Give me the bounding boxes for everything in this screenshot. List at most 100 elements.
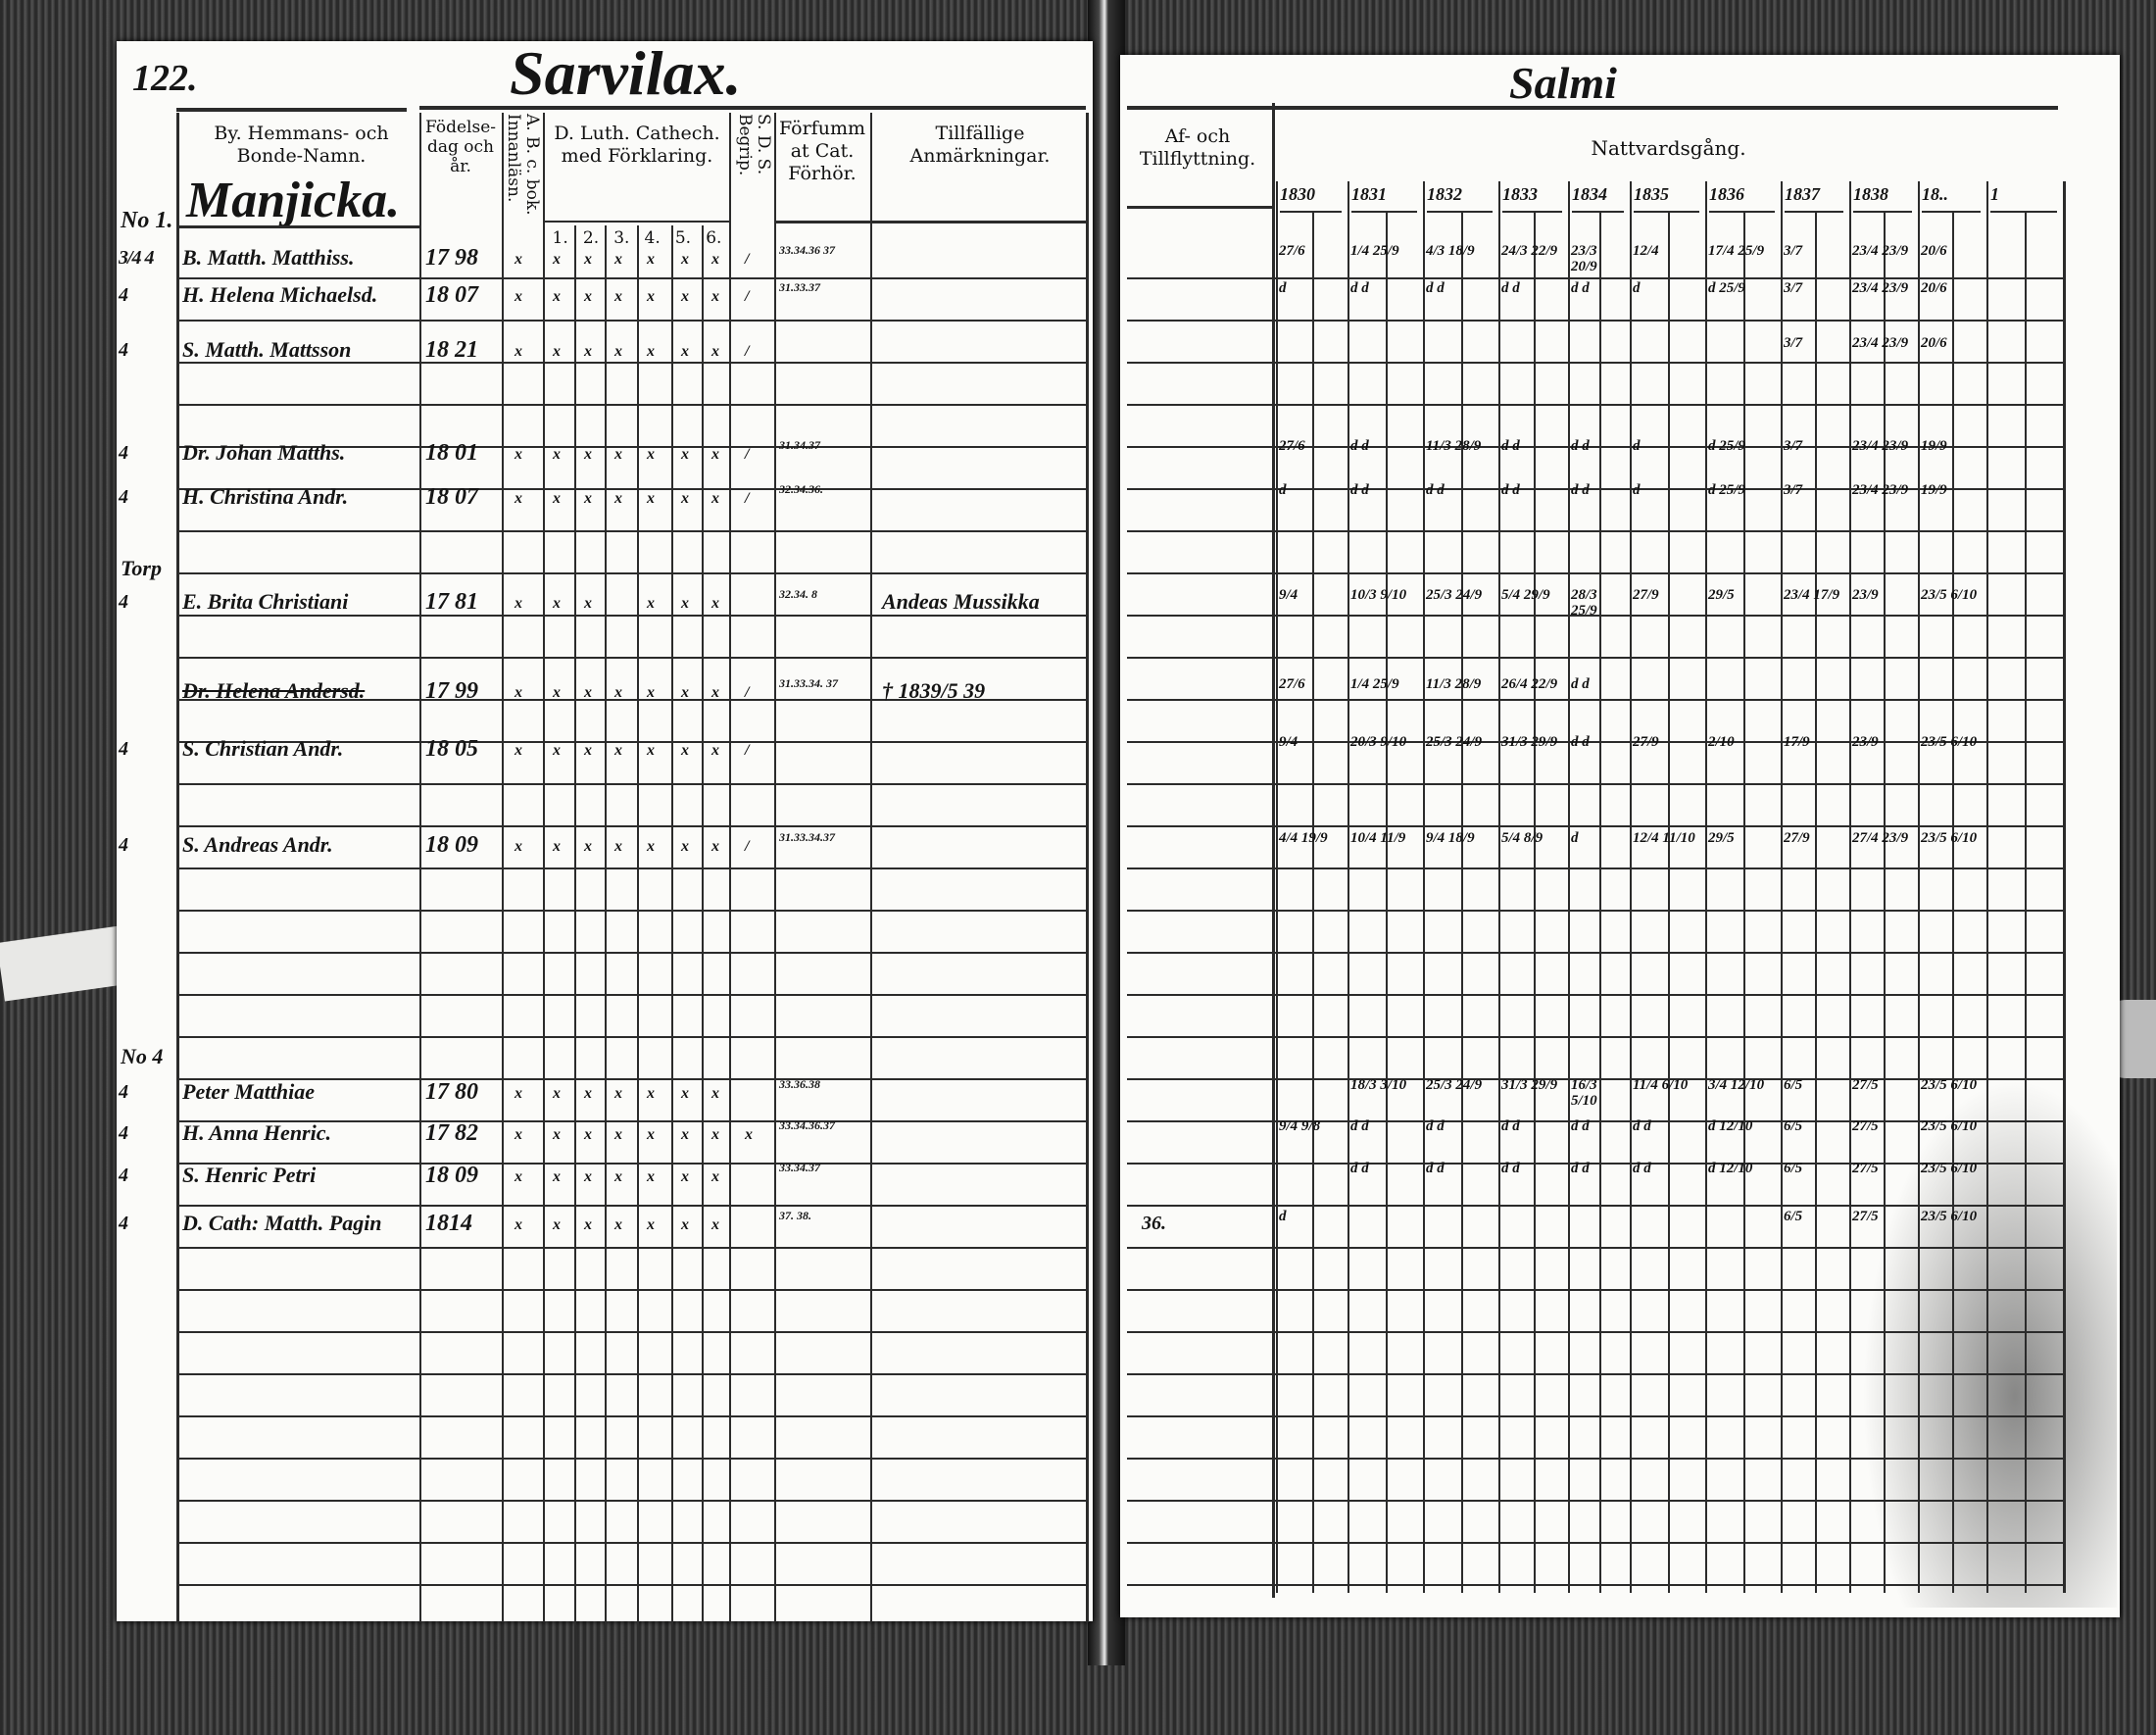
communion-date: d <box>1279 482 1287 498</box>
catechism-mark: x <box>584 684 592 701</box>
communion-date: 4/3 18/9 <box>1426 243 1475 259</box>
header-bottom-rule <box>1127 206 1272 209</box>
catechism-mark: x <box>614 1216 622 1233</box>
catechism-mark: x <box>647 684 655 701</box>
communion-date: 27/6 <box>1279 438 1305 454</box>
rule-line <box>176 1584 1086 1586</box>
communion-date: 25/3 24/9 <box>1426 1077 1483 1093</box>
scan-shadow <box>1862 1078 2117 1608</box>
communion-date: d <box>1633 482 1641 498</box>
rule-line <box>1127 825 2063 827</box>
missed-exams: 33.34.36.37 <box>779 1118 835 1132</box>
person-name: H. Helena Michaelsd. <box>182 282 378 307</box>
sds-mark: / <box>745 838 750 855</box>
rule-line <box>176 1078 1086 1080</box>
rule-line <box>1127 657 2063 659</box>
column-line <box>1276 181 1278 1593</box>
catechism-mark: x <box>614 838 622 855</box>
person-name: S. Henric Petri <box>182 1163 317 1187</box>
communion-date: 6/5 <box>1784 1077 1803 1093</box>
catechism-mark: x <box>584 1216 592 1233</box>
column-line <box>1630 181 1632 1593</box>
communion-date: 20/3 9/10 <box>1350 734 1407 750</box>
communion-date: 27/5 <box>1852 1161 1879 1176</box>
rule-line <box>1127 277 2063 279</box>
header-missed: Förfummat Cat. Förhör. <box>779 118 865 184</box>
communion-date: 3/7 <box>1784 335 1803 351</box>
catechism-mark: x <box>681 251 689 268</box>
rule-line <box>176 1458 1086 1460</box>
remark: Andeas Mussikka <box>882 589 1040 614</box>
column-line <box>1849 181 1851 1593</box>
communion-date: d d <box>1571 482 1590 498</box>
abc-mark: x <box>514 1126 522 1143</box>
communion-date: 29/5 <box>1708 587 1735 603</box>
rule-line <box>1127 404 2063 406</box>
communion-date: d <box>1279 1209 1287 1224</box>
rule-line <box>1127 1458 2063 1460</box>
communion-date: d d <box>1633 1161 1651 1176</box>
communion-date: d d <box>1501 1161 1520 1176</box>
rule-line <box>1127 1036 2063 1038</box>
missed-exams: 32.34.36. <box>779 482 823 496</box>
catechism-mark: x <box>584 251 592 268</box>
rule-line <box>1127 952 2063 954</box>
rule-line <box>1127 1500 2063 1502</box>
rule-line <box>176 1120 1086 1122</box>
book-binding <box>1088 0 1125 1665</box>
move-note: 36. <box>1142 1213 1166 1234</box>
rule-line <box>1127 446 2063 448</box>
communion-date: 18/3 3/10 <box>1350 1077 1407 1093</box>
year-label: 1833 <box>1502 184 1538 204</box>
year-label: 18.. <box>1922 184 1948 204</box>
catechism-mark: x <box>681 288 689 305</box>
sds-mark: / <box>745 251 750 268</box>
communion-date: d 12/10 <box>1708 1118 1753 1134</box>
column-line <box>1423 181 1425 1593</box>
catechism-mark: x <box>614 446 622 463</box>
column-line <box>1918 181 1920 1593</box>
margin-number: 4 <box>119 834 128 856</box>
communion-date: 1/4 25/9 <box>1350 243 1399 259</box>
communion-date: 27/4 23/9 <box>1852 830 1909 846</box>
rule-line <box>1127 1331 2063 1333</box>
rule-line <box>176 825 1086 827</box>
village-title: Sarvilax. <box>510 38 742 108</box>
catechism-mark: x <box>681 343 689 360</box>
catechism-mark: x <box>711 490 719 507</box>
rule-line <box>176 1415 1086 1417</box>
communion-date: d d <box>1571 676 1590 692</box>
rule-line <box>176 572 1086 574</box>
communion-date: d d <box>1571 1118 1590 1134</box>
communion-date: 27/6 <box>1279 243 1305 259</box>
catechism-mark: x <box>681 490 689 507</box>
rule-line <box>176 741 1086 743</box>
communion-date: d d <box>1501 438 1520 454</box>
rule-line <box>176 404 1086 406</box>
communion-date: d 25/9 <box>1708 482 1745 498</box>
rule-line <box>1127 868 2063 869</box>
communion-date: 26/4 22/9 <box>1501 676 1558 692</box>
rule-line <box>176 615 1086 617</box>
margin-number: 4 <box>119 1165 128 1186</box>
year-label: 1838 <box>1853 184 1888 204</box>
communion-date: d <box>1633 438 1641 454</box>
communion-date: d d <box>1501 482 1520 498</box>
margin-number: 4 <box>119 1081 128 1103</box>
column-line <box>1986 181 1988 1593</box>
margin-note-no4: No 4 <box>121 1044 164 1068</box>
catechism-mark: x <box>614 343 622 360</box>
year-underline <box>1922 211 1981 213</box>
person-name: S. Christian Andr. <box>182 736 344 761</box>
communion-date: 24/3 22/9 <box>1501 243 1558 259</box>
right-heading-scrawl: Salmi <box>1509 58 1617 108</box>
person-name: Dr. Helena Andersd. <box>182 678 366 703</box>
missed-exams: 31.33.37 <box>779 280 820 294</box>
communion-date: d d <box>1501 1118 1520 1134</box>
margin-number: 4 <box>119 486 128 508</box>
birth-date: 18 05 <box>425 736 478 762</box>
column-line <box>605 225 607 1735</box>
rule-line <box>1127 530 2063 532</box>
abc-mark: x <box>514 742 522 759</box>
catechism-mark: x <box>681 595 689 612</box>
